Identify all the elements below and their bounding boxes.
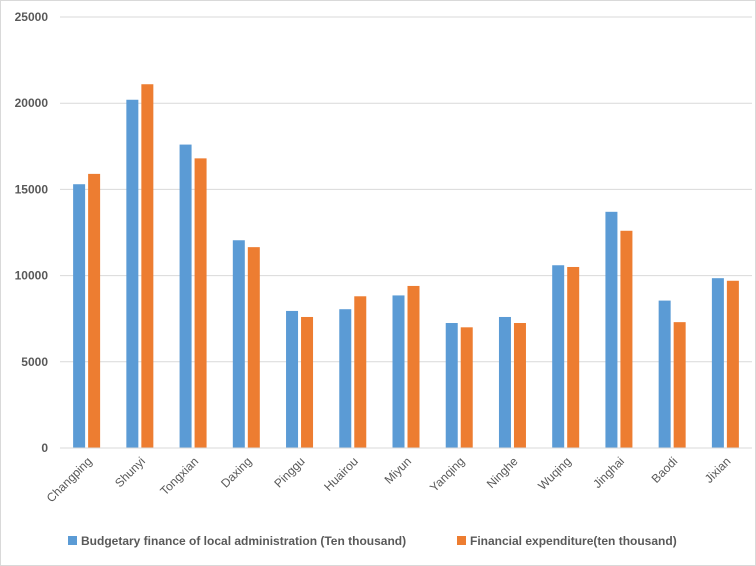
bar-expenditure [88,173,101,448]
bar-expenditure [354,296,367,448]
bar-budgetary [498,316,511,448]
legend-swatch [457,536,466,545]
bar-budgetary [711,278,724,448]
bar-expenditure [513,323,526,448]
legend-label: Financial expenditure(ten thousand) [470,534,677,548]
bar-budgetary [286,310,299,448]
bar-budgetary [392,295,405,448]
legend-item: Budgetary finance of local administratio… [68,534,406,548]
bar-budgetary [605,211,618,448]
y-tick-label: 25000 [15,10,49,24]
y-tick-label: 15000 [15,182,49,196]
x-tick-label: Baodi [649,454,681,486]
y-tick-label: 5000 [21,355,48,369]
bar-expenditure [141,84,154,449]
y-tick-label: 10000 [15,269,49,283]
y-tick-label: 0 [41,441,48,455]
bar-budgetary [445,323,458,448]
legend-swatch [68,536,77,545]
bar-budgetary [339,309,352,448]
x-tick-label: Pinggu [271,454,307,490]
gridlines [60,16,752,449]
legend-label: Budgetary finance of local administratio… [81,534,406,548]
bar-expenditure [620,230,633,448]
bar-expenditure [673,322,686,448]
bar-expenditure [194,158,207,449]
x-tick-label: Ninghe [484,454,521,491]
bar-budgetary [552,265,565,448]
bar-budgetary [658,300,671,448]
bar-expenditure [460,327,473,448]
legend-item: Financial expenditure(ten thousand) [457,534,677,548]
bars [73,84,739,449]
x-tick-label: Jinghai [590,454,627,491]
bar-budgetary [179,144,192,449]
x-tick-label: Changping [44,454,95,505]
bar-expenditure [567,266,580,448]
bar-budgetary [73,184,86,448]
bar-budgetary [126,99,139,448]
x-tick-label: Tongxian [157,454,201,498]
bar-budgetary [232,240,245,448]
x-tick-label: Huairou [321,454,361,494]
y-tick-label: 20000 [15,96,49,110]
x-tick-label: Jixian [702,454,734,486]
x-tick-label: Yanqing [427,454,467,494]
x-tick-label: Daxing [218,454,254,490]
x-tick-label: Miyun [382,454,415,487]
bar-expenditure [247,247,260,448]
bar-expenditure [407,285,420,448]
y-axis: 0 5000 10000 15000 20000 25000 [15,10,49,455]
bar-expenditure [726,280,739,448]
legend: Budgetary finance of local administratio… [68,534,677,548]
x-axis: Changping Shunyi Tongxian Daxing Pinggu Huair… [44,447,752,505]
bar-expenditure [301,316,314,448]
x-tick-label: Wuqing [535,454,574,493]
x-tick-label: Shunyi [112,454,148,490]
